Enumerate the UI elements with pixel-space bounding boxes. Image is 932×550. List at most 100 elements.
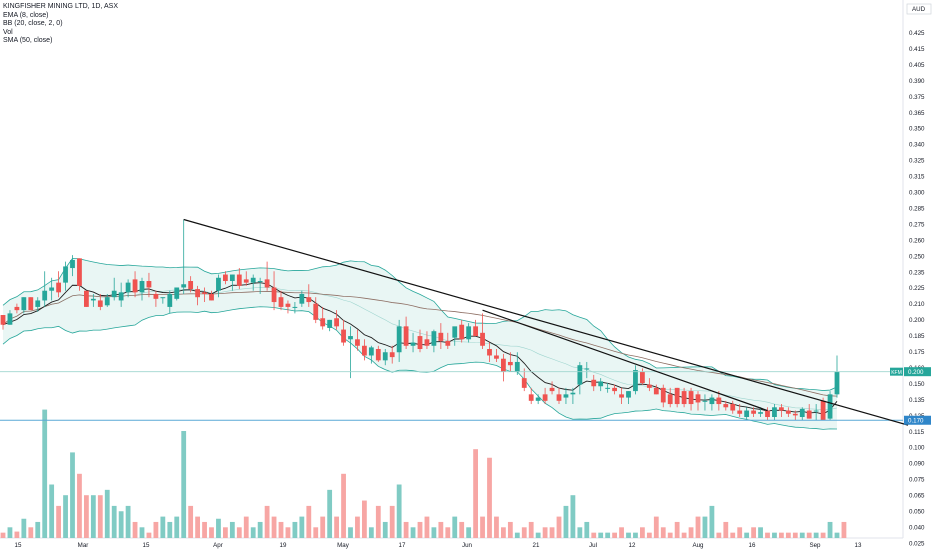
y-tick-label: 0.100 xyxy=(909,445,925,452)
indicator-sma[interactable]: SMA (50, close) xyxy=(3,37,53,45)
indicator-ema[interactable]: EMA (8, close) xyxy=(3,11,49,19)
candle-body xyxy=(528,394,534,401)
volume-bar xyxy=(716,532,722,538)
volume-bar xyxy=(0,532,6,538)
indicator-vol[interactable]: Vol xyxy=(3,28,13,36)
candle-body xyxy=(410,342,416,346)
candle-body xyxy=(243,279,249,283)
candle-body xyxy=(514,361,520,372)
candle-body xyxy=(229,274,235,282)
volume-bar xyxy=(14,531,20,538)
volume-bar xyxy=(653,516,659,538)
candle-body xyxy=(341,329,346,343)
y-tick-label: 0.325 xyxy=(909,158,925,165)
volume-bar xyxy=(63,495,68,538)
trendline xyxy=(183,218,909,426)
volume-bar xyxy=(111,505,117,538)
volume-bar xyxy=(681,532,687,538)
candle-body xyxy=(320,318,326,327)
volume-bar xyxy=(646,532,652,538)
volume-bar xyxy=(313,527,319,538)
candle-body xyxy=(681,391,687,405)
volume-bar xyxy=(577,527,583,538)
candle-body xyxy=(452,326,458,338)
volume-bar xyxy=(202,521,207,538)
x-tick-label: Aug xyxy=(692,542,704,549)
volume-bar xyxy=(438,521,444,538)
y-tick-label: 0.285 xyxy=(909,205,925,212)
volume-bar xyxy=(528,521,534,538)
volume-bar xyxy=(181,431,187,538)
candle-body xyxy=(640,371,645,384)
y-tick-label: 0.375 xyxy=(909,94,925,101)
candle-body xyxy=(459,324,465,340)
y-tick-label: 0.115 xyxy=(909,429,925,436)
volume-bar xyxy=(250,527,256,538)
volume-bar xyxy=(744,532,750,538)
support-price-text: 0.170 xyxy=(908,418,924,425)
candle-body xyxy=(646,384,652,388)
candle-body xyxy=(445,340,451,346)
candle-body xyxy=(702,400,708,402)
x-tick-label: 12 xyxy=(629,542,636,549)
volume-bar xyxy=(799,532,805,538)
candle-body xyxy=(132,279,138,293)
candle-body xyxy=(174,287,180,299)
volume-bar xyxy=(306,505,312,538)
volume-bar xyxy=(97,495,103,538)
volume-bar xyxy=(619,527,624,538)
candle-body xyxy=(195,289,200,298)
y-tick-label: 0.025 xyxy=(909,540,925,547)
volume-bar xyxy=(730,532,736,538)
candle-body xyxy=(535,397,541,401)
volume-bar xyxy=(320,516,326,538)
volume-bar xyxy=(633,532,638,538)
candle-body xyxy=(730,404,736,411)
volume-bar xyxy=(278,521,284,538)
volume-bar xyxy=(806,532,812,538)
volume-bar xyxy=(605,532,611,538)
volume-bar xyxy=(556,516,562,538)
candle-body xyxy=(653,387,659,395)
candle-body xyxy=(799,408,805,418)
candle-body xyxy=(271,287,277,303)
volume-bar xyxy=(417,521,423,538)
candle-body xyxy=(209,293,214,301)
candle-body xyxy=(744,410,750,418)
candle-body xyxy=(570,392,576,395)
volume-bar xyxy=(396,484,402,538)
candle-body xyxy=(417,336,423,350)
volume-bar xyxy=(751,527,756,538)
candle-body xyxy=(160,297,166,299)
volume-bar xyxy=(424,516,430,538)
volume-bar xyxy=(820,532,826,538)
volume-bar xyxy=(348,527,353,538)
trendline xyxy=(482,309,768,412)
x-tick-label: 16 xyxy=(749,542,756,549)
volume-bar xyxy=(77,473,82,538)
y-tick-label: 0.365 xyxy=(909,110,925,117)
last-price-text: 0.200 xyxy=(908,369,924,376)
volume-bar xyxy=(362,500,367,538)
candle-body xyxy=(313,303,319,320)
candle-body xyxy=(334,318,339,327)
candle-body xyxy=(216,277,221,291)
candle-body xyxy=(285,303,291,307)
currency-box xyxy=(906,3,932,15)
candle-body xyxy=(382,352,388,361)
volume-bar xyxy=(709,505,715,538)
indicator-bb[interactable]: BB (20, close, 2, 0) xyxy=(3,20,63,28)
volume-bar xyxy=(49,484,55,538)
candle-body xyxy=(549,387,555,392)
volume-bar xyxy=(174,516,180,538)
volume-bar xyxy=(570,495,576,538)
candle-body xyxy=(278,297,284,307)
y-tick-label: 0.040 xyxy=(909,524,925,531)
candle-body xyxy=(236,274,242,286)
candle-body xyxy=(751,410,756,414)
candle-body xyxy=(633,370,638,392)
symbol-title[interactable]: KINGFISHER MINING LTD, 1D, ASX xyxy=(3,3,119,10)
y-tick-label: 0.260 xyxy=(909,237,925,244)
candle-body xyxy=(584,368,590,370)
